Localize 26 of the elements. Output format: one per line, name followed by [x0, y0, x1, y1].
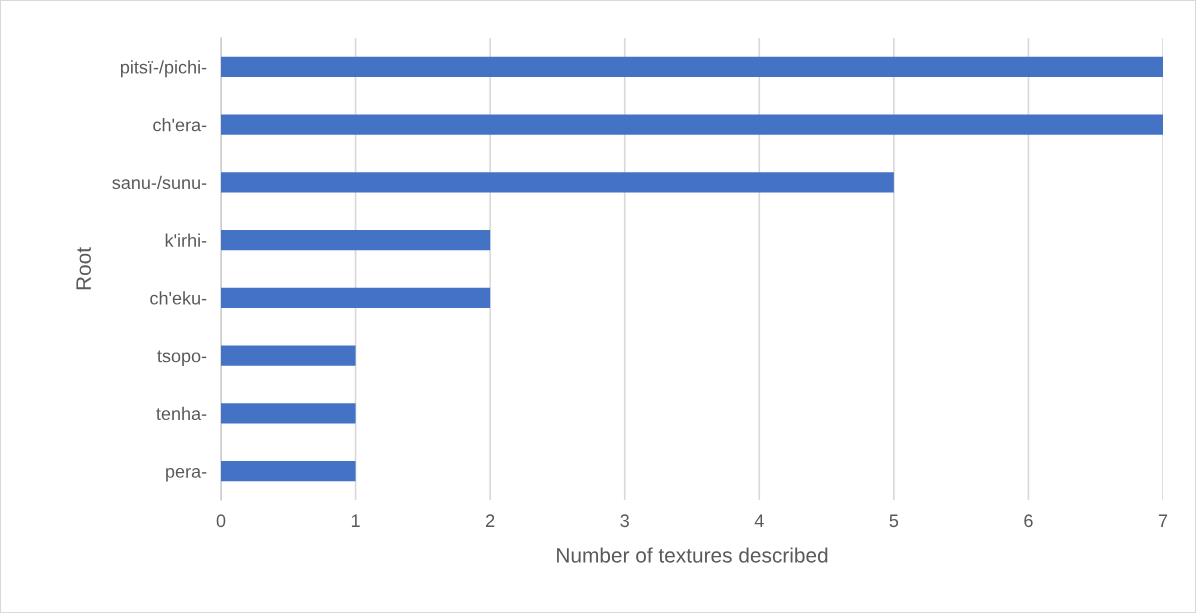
y-tick-label: pitsï-/pichi- [120, 60, 207, 78]
x-tick-label: 6 [1024, 514, 1033, 528]
x-tick-label: 0 [216, 514, 226, 528]
bar [221, 172, 894, 193]
x-tick-label: 2 [486, 514, 495, 527]
x-axis-title: Number of textures described [557, 547, 828, 563]
bar [221, 403, 356, 424]
x-tick-label: 5 [889, 514, 899, 528]
y-tick-label: tsopo- [157, 350, 207, 366]
y-tick-label: k'irhi- [165, 233, 207, 247]
y-tick-label: pera- [166, 467, 207, 482]
bar [221, 287, 491, 308]
y-tick-label: ch'eku- [150, 291, 207, 305]
x-tick-label: 7 [1158, 514, 1168, 527]
bar [221, 230, 491, 251]
bar [221, 461, 356, 482]
x-tick-label: 4 [754, 514, 764, 527]
bar [221, 56, 1163, 77]
y-tick-label: sanu-/sunu- [112, 175, 207, 190]
bar [221, 345, 356, 366]
bar [221, 114, 1163, 135]
y-tick-label: ch'era- [153, 118, 207, 132]
y-tick-label: tenha- [156, 406, 207, 421]
x-tick-label: 3 [620, 514, 629, 528]
x-tick-label: 1 [351, 514, 360, 527]
y-axis-title: Root [76, 247, 91, 290]
